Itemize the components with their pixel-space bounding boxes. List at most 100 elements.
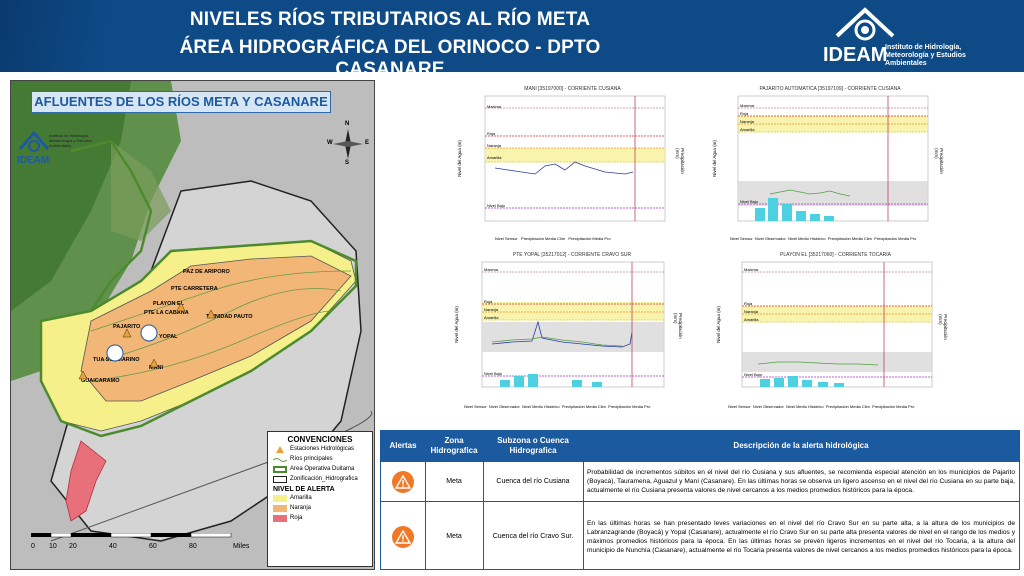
legend-entry: Nivel Sensor: [730, 236, 753, 241]
logo-text: IDEAM: [823, 44, 888, 66]
legend-label: Naranja: [290, 505, 312, 511]
station-label: GUAICARAMO: [81, 378, 120, 384]
logo-subtext: Instituto de Hidrología, Meteorología y …: [885, 44, 966, 67]
threshold-label: Naranja: [487, 143, 502, 148]
legend-entry: Precipitación Media Clim: [825, 404, 870, 409]
station-label: PAZ DE ARIPORO: [183, 269, 230, 275]
column-divider: [583, 431, 584, 569]
threshold-label: Naranja: [744, 309, 759, 314]
compass-icon: [333, 129, 363, 159]
legend-item: Estaciones Hidrológicas: [268, 444, 372, 454]
legend-label: Estaciones Hidrológicas: [290, 446, 355, 452]
chart-title: PLAYON EL [35217060] - CORRIENTE TOCARIA: [780, 252, 891, 258]
header-alertas: Alertas: [389, 441, 417, 450]
header-accent: [0, 0, 150, 72]
map-canvas: [11, 81, 374, 569]
threshold-label: Nivel Bajo: [740, 199, 759, 204]
legend-title: CONVENCIONES: [287, 435, 353, 444]
warning-icon: [392, 525, 414, 548]
column-divider: [483, 431, 484, 569]
chart-legend: Nivel Sensor Precipitación Media Clim Pr…: [495, 236, 611, 241]
scale-bar: 0 10 20 40 60 80 Miles: [31, 532, 261, 552]
scale-unit: Miles: [233, 543, 250, 550]
table-row: Meta Cuenca del río Cusiana Probabilidad…: [381, 461, 1019, 501]
yellow-swatch: [273, 495, 287, 502]
legend-entry: Precipitación Media Clim: [521, 236, 566, 241]
alert-level-title: NIVEL DE ALERTA: [273, 486, 335, 493]
ideam-logo: IDEAM Instituto de Hidrología, Meteorolo…: [815, 6, 985, 68]
scale-tick: 40: [109, 543, 117, 550]
legend-entry: Nivel Medio Histórico: [788, 236, 826, 241]
scale-tick: 0: [31, 543, 35, 550]
compass-e: E: [365, 140, 370, 146]
compass-w: W: [327, 140, 333, 146]
threshold-label: Naranja: [740, 119, 755, 124]
chart-legend: Nivel Sensor Nivel Observador Nivel Medi…: [728, 404, 914, 409]
legend-entry: Precipitación Media Clim: [827, 236, 872, 241]
y-axis-label-right: Precipitación (mm): [673, 313, 683, 339]
legend-label: Roja: [290, 515, 303, 521]
y-axis-label-right: Precipitación (mm): [933, 148, 944, 174]
hydrograph-chart: MANI [35197000] - CORRIENTE CUSIANA Nive…: [455, 86, 690, 246]
orange-swatch: [273, 505, 287, 512]
alert-cell: [381, 502, 425, 571]
y-axis-label-right: Precipitación (mm): [937, 314, 948, 340]
map-logo-text: IDEAM: [17, 155, 50, 166]
compass-rose: N S W E: [327, 121, 369, 167]
river-line-icon: [273, 458, 287, 462]
chart-legend: Nivel Sensor Nivel Observador Nivel Medi…: [730, 236, 916, 241]
chart-plot: [484, 95, 666, 222]
threshold-label: Maxima: [487, 104, 502, 109]
legend-entry: Nivel Observador: [488, 404, 520, 409]
station-label: TUA SUBMARINO: [93, 357, 140, 363]
descripcion-cell: Probabilidad de incrementos súbitos en e…: [587, 469, 1015, 494]
threshold-label: Naranja: [484, 307, 499, 312]
legend-label: Ríos principales: [290, 456, 333, 462]
threshold-label: Maxima: [484, 267, 499, 272]
chart-legend: Nivel Sensor Nivel Observador Nivel Medi…: [464, 404, 650, 409]
area-swatch: [273, 466, 287, 473]
threshold-label: Amarilla: [487, 155, 502, 160]
chart-title: PAJARITO AUTOMATICA [35197109] - CORRIEN…: [759, 86, 901, 92]
scale-tick: 10: [49, 543, 57, 550]
station-label: PTE LA CABANA: [144, 310, 189, 316]
descripcion-cell: En las últimas horas se han presentado l…: [587, 519, 1015, 554]
chart-title: PTE YOPAL [35217012] - CORRIENTE CRAVO S…: [512, 252, 632, 258]
threshold-label: Maxima: [740, 103, 755, 108]
hydrograph-chart: PLAYON EL [35217060] - CORRIENTE TOCARIA…: [715, 252, 953, 414]
legend-entry: Precipitación Media Pro: [568, 236, 611, 241]
threshold-label: Amarilla: [744, 317, 759, 322]
threshold-label: Nivel Bajo: [484, 371, 503, 376]
threshold-label: Roja: [487, 131, 496, 136]
y-axis-label-left: Nivel del Agua (m): [456, 140, 462, 177]
legend-item: Zonificación_Hidrografica: [268, 474, 372, 484]
map-title: AFLUENTES DE LOS RÍOS META Y CASANARE: [31, 91, 331, 113]
threshold-label: Roja: [740, 111, 749, 116]
threshold-label: Roja: [744, 301, 753, 306]
legend-entry: Nivel Sensor: [728, 404, 751, 409]
legend-entry: Precipitación Media Pro: [872, 404, 915, 409]
legend-item: Amarilla: [268, 493, 372, 503]
station-label: PAJARITO: [113, 324, 141, 330]
header-descripcion: Descripción de la alerta hidrológica: [733, 441, 869, 450]
station-label: TRINIDAD PAUTO: [206, 314, 253, 320]
threshold-label: Nivel Bajo: [487, 203, 506, 208]
red-swatch: [273, 515, 287, 522]
chart-plot: [741, 261, 933, 388]
alerts-table: Alertas Zona Hidrografica Subzona o Cuen…: [380, 430, 1020, 570]
legend-entry: Nivel Observador: [754, 236, 786, 241]
hydrograph-chart: PAJARITO AUTOMATICA [35197109] - CORRIEN…: [710, 86, 950, 246]
legend-item: Roja: [268, 513, 372, 523]
threshold-label: Nivel Bajo: [744, 372, 763, 377]
compass-n: N: [345, 121, 350, 127]
scale-tick: 80: [189, 543, 197, 550]
legend-entry: Nivel Medio Histórico: [522, 404, 560, 409]
header-bar: NIVELES RÍOS TRIBUTARIOS AL RÍO META ÁRE…: [0, 0, 1024, 80]
y-axis-label-left: Nivel del Agua (m): [715, 306, 721, 343]
map-legend: CONVENCIONES Estaciones Hidrológicas Río…: [267, 431, 373, 567]
map-logo-subtext: Instituto de Hidrología, Meteorología y …: [49, 133, 92, 148]
header-subzona: Subzona o Cuenca Hidrografica: [497, 436, 569, 455]
subzona-cell: Cuenca del río Cravo Sur.: [492, 533, 574, 540]
scale-tick: 60: [149, 543, 157, 550]
